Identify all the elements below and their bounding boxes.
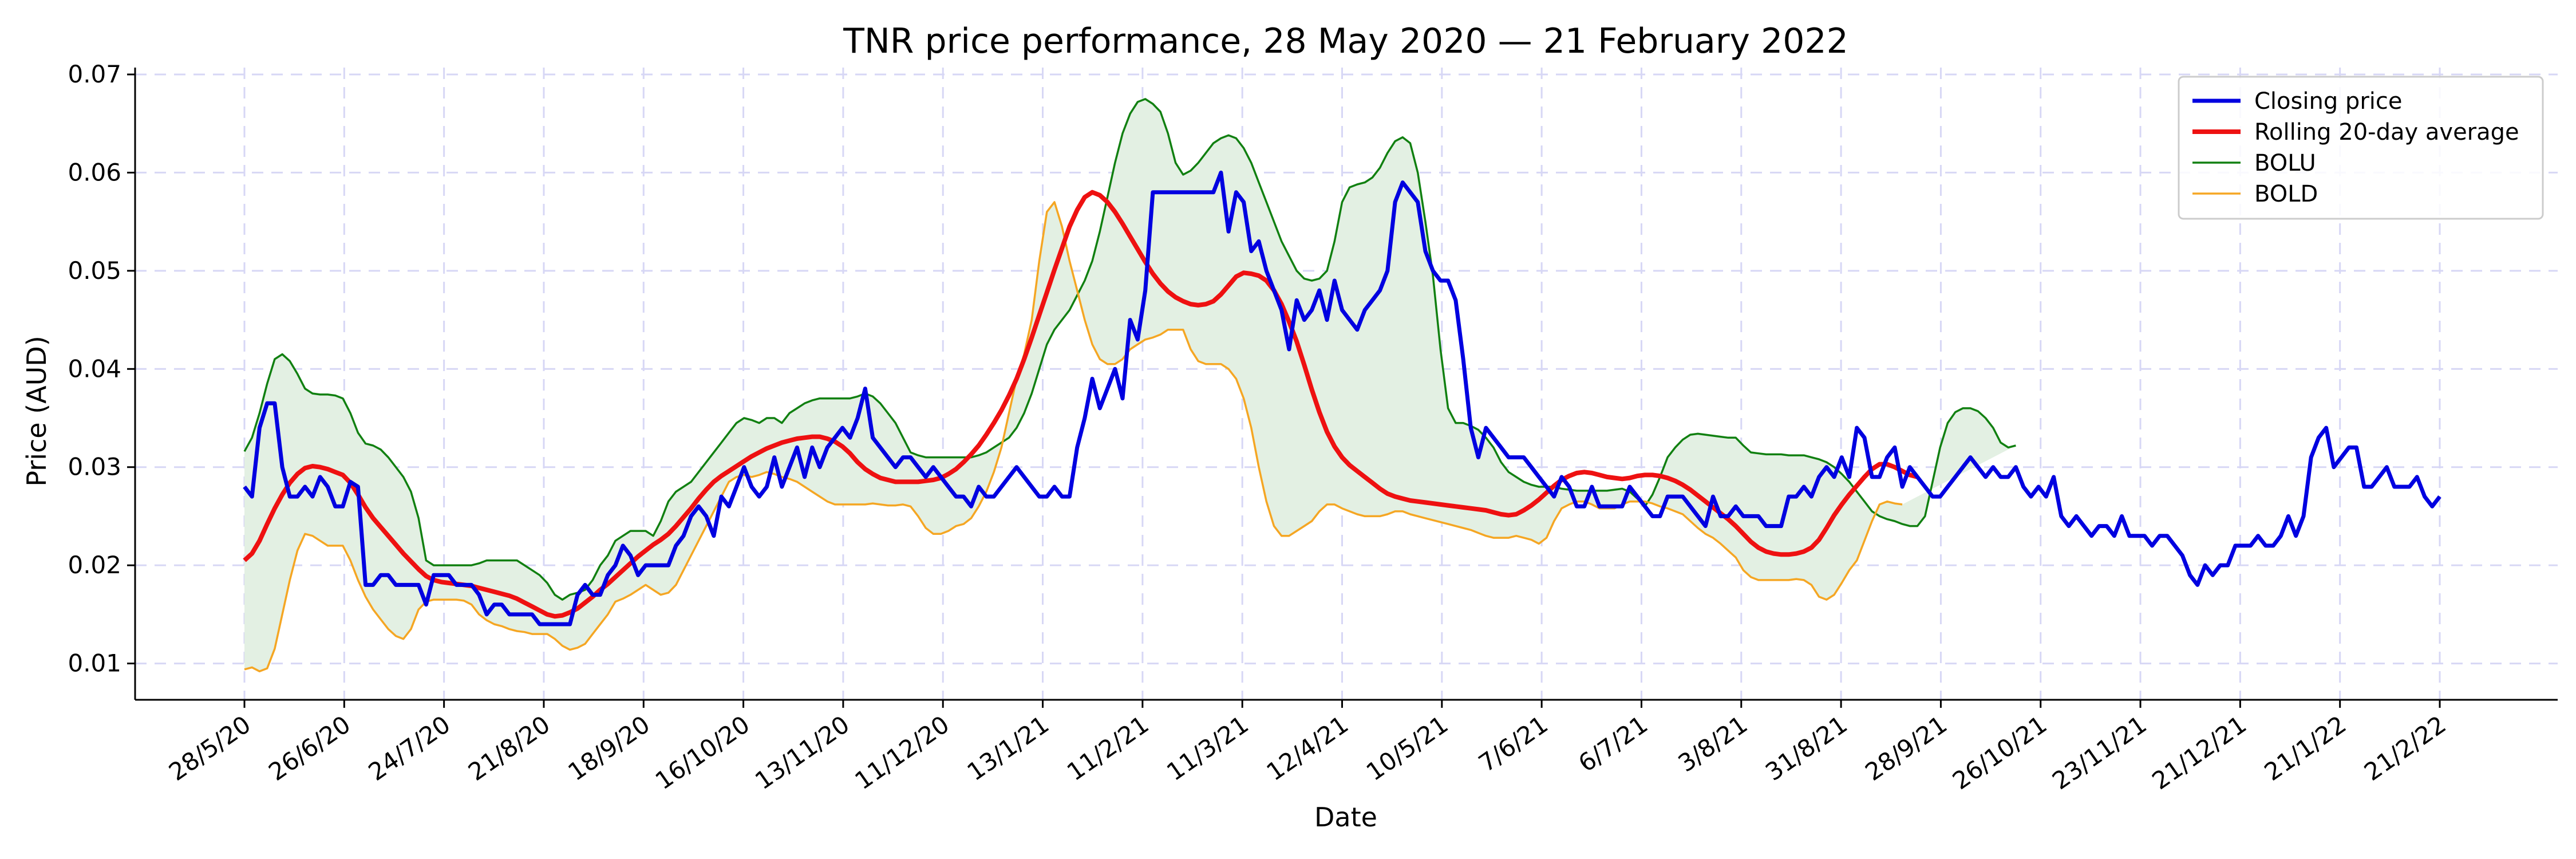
legend-label-bold: BOLD bbox=[2254, 181, 2318, 207]
bollinger-band-fill bbox=[244, 98, 2016, 672]
x-tick-label: 13/11/20 bbox=[750, 710, 855, 795]
y-tick-label: 0.05 bbox=[68, 257, 121, 285]
x-ticks: 28/5/20 26/6/20 24/7/20 21/8/20 18/9/2016/10… bbox=[164, 700, 2451, 795]
y-ticks: 0.01 0.02 0.03 0.04 0.05 0.06 0.07 bbox=[68, 60, 135, 677]
x-tick-label: 3/8/21 bbox=[1673, 710, 1753, 778]
x-tick-label: 23/11/21 bbox=[2047, 710, 2152, 795]
x-tick-label: 26/10/21 bbox=[1947, 710, 2052, 795]
x-tick-label: 28/9/21 bbox=[1860, 710, 1952, 786]
x-tick-label: 21/1/22 bbox=[2259, 710, 2352, 786]
y-tick-label: 0.07 bbox=[68, 60, 121, 88]
x-tick-label: 10/5/21 bbox=[1361, 710, 1453, 786]
x-tick-label: 13/1/21 bbox=[962, 710, 1054, 786]
x-tick-label: 12/4/21 bbox=[1261, 710, 1353, 786]
x-tick-label: 21/8/20 bbox=[463, 710, 555, 786]
x-tick-label: 11/3/21 bbox=[1161, 710, 1254, 786]
legend-label-rolling-average: Rolling 20-day average bbox=[2254, 119, 2519, 145]
x-tick-label: 16/10/20 bbox=[650, 710, 755, 795]
x-tick-label: 18/9/20 bbox=[563, 710, 655, 786]
series-layer bbox=[243, 98, 2441, 673]
y-tick-label: 0.04 bbox=[68, 354, 121, 383]
legend-label-closing-price: Closing price bbox=[2254, 88, 2402, 115]
y-tick-label: 0.02 bbox=[68, 551, 121, 579]
x-tick-label: 21/12/21 bbox=[2147, 710, 2251, 795]
legend: Closing price Rolling 20-day average BOLU B… bbox=[2178, 76, 2544, 220]
x-tick-label: 26/6/20 bbox=[263, 710, 355, 786]
legend-box bbox=[2178, 76, 2544, 220]
x-tick-label: 28/5/20 bbox=[164, 710, 256, 786]
x-axis-label: Date bbox=[1314, 802, 1377, 833]
x-tick-label: 6/7/21 bbox=[1573, 710, 1653, 778]
series-line-rolling-average bbox=[243, 190, 1918, 619]
x-tick-label: 24/7/20 bbox=[364, 710, 456, 786]
y-tick-label: 0.06 bbox=[68, 158, 121, 186]
series-line-closing-price bbox=[243, 170, 2441, 626]
y-tick-label: 0.01 bbox=[68, 649, 121, 677]
series-line-bolu bbox=[243, 98, 2016, 601]
x-tick-label: 11/2/21 bbox=[1062, 710, 1154, 786]
x-tick-label: 31/8/21 bbox=[1760, 710, 1852, 786]
y-axis-label: Price (AUD) bbox=[21, 336, 52, 486]
series-line-bold bbox=[244, 201, 1903, 673]
x-tick-label: 21/2/22 bbox=[2359, 710, 2451, 786]
x-tick-label: 11/12/20 bbox=[850, 710, 954, 795]
x-tick-label: 7/6/21 bbox=[1473, 710, 1553, 778]
y-tick-label: 0.03 bbox=[68, 453, 121, 481]
legend-label-bolu: BOLU bbox=[2254, 150, 2316, 176]
chart-title: TNR price performance, 28 May 2020 — 21 … bbox=[843, 21, 1848, 61]
